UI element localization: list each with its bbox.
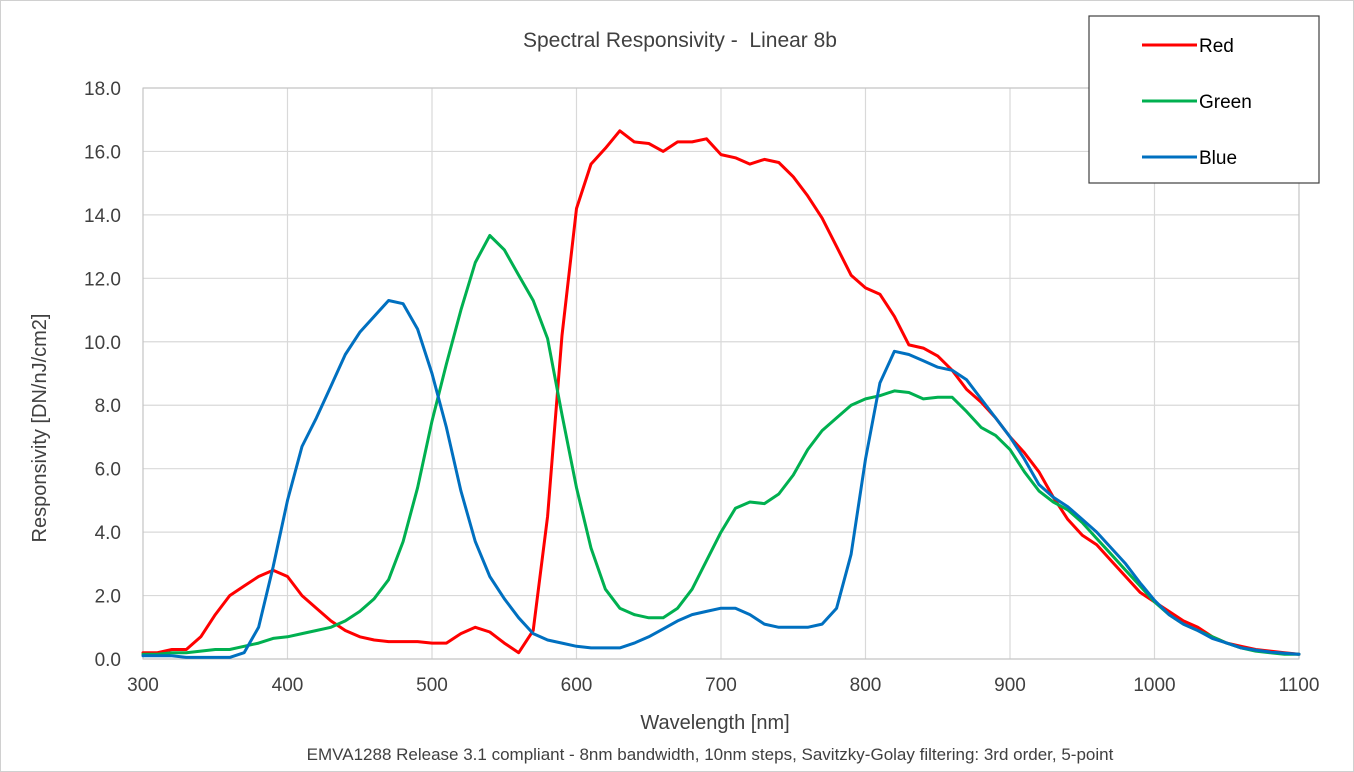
y-tick-label: 2.0	[95, 587, 121, 608]
x-axis-tick-labels: 300 400 500 600 700 800 900 1000 1100	[127, 675, 1319, 696]
y-tick-label: 8.0	[95, 396, 121, 417]
y-tick-label: 12.0	[84, 269, 121, 290]
legend-label-green: Green	[1199, 92, 1252, 113]
legend: Red Green Blue	[1088, 15, 1320, 184]
y-axis-title: Responsivity [DN/nJ/cm2]	[29, 314, 51, 543]
legend-label-red: Red	[1199, 36, 1234, 57]
y-tick-label: 6.0	[95, 460, 121, 481]
y-axis-tick-labels: 0.0 2.0 4.0 6.0 8.0 10.0 12.0 14.0 16.0 18.0	[84, 79, 121, 671]
chart-title: Spectral Responsivity - Linear 8b	[523, 29, 837, 52]
legend-box	[1088, 15, 1320, 184]
series-layer	[141, 129, 1301, 659]
x-axis-title: Wavelength [nm]	[640, 712, 789, 734]
x-tick-label: 1100	[1279, 675, 1320, 696]
x-tick-label: 400	[272, 675, 304, 696]
y-tick-label: 10.0	[84, 333, 121, 354]
x-tick-label: 500	[416, 675, 448, 696]
y-tick-label: 0.0	[95, 650, 121, 671]
y-tick-label: 4.0	[95, 523, 121, 544]
x-tick-label: 1000	[1133, 675, 1175, 696]
x-tick-label: 300	[127, 675, 159, 696]
plot-area-frame	[142, 87, 1300, 660]
series-line-green	[141, 234, 1301, 656]
series-line-blue	[141, 299, 1301, 659]
legend-label-blue: Blue	[1199, 148, 1237, 169]
legend-items: Red Green Blue	[1142, 36, 1252, 169]
y-tick-label: 18.0	[84, 79, 121, 100]
x-tick-label: 800	[850, 675, 882, 696]
y-tick-label: 16.0	[84, 142, 121, 163]
x-tick-label: 600	[561, 675, 593, 696]
x-tick-label: 900	[994, 675, 1026, 696]
y-tick-label: 14.0	[84, 206, 121, 227]
x-tick-label: 700	[705, 675, 737, 696]
chart-footnote: EMVA1288 Release 3.1 compliant - 8nm ban…	[307, 745, 1114, 764]
